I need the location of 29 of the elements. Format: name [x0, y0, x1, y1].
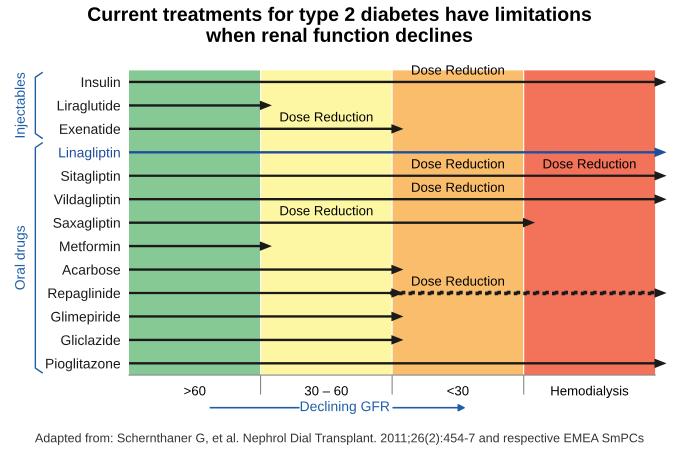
band-label: >60	[184, 386, 206, 396]
band-label: <30	[447, 386, 469, 396]
y-tick-label: Saxagliptin	[53, 218, 120, 231]
annotation: Dose Reduction	[280, 206, 372, 216]
annotation: Dose Reduction	[412, 64, 504, 75]
band-label: 30 – 60	[304, 386, 348, 396]
band-label: Hemodialysis	[551, 386, 628, 398]
y-tick-label: Exenatide	[60, 124, 120, 134]
y-tick-label: Liraglutide	[58, 100, 120, 114]
text: Injectables	[14, 72, 28, 138]
y-tick-label: Acarbose	[62, 264, 120, 275]
chart-title: Current treatments for type 2 diabetes have limitations when renal function declines	[88, 6, 592, 42]
annotation: Dose Reduction	[280, 112, 372, 122]
text: Oral drugs	[14, 226, 28, 290]
annotation: Dose Reduction	[412, 182, 504, 192]
y-tick-label: Insulin	[82, 76, 120, 88]
annotation: Dose Reduction	[412, 276, 504, 286]
y-tick-label: Repaglinide	[48, 288, 120, 301]
y-tick-label: Sitagliptin	[61, 170, 120, 184]
y-tick-label: Glimepiride	[51, 311, 120, 324]
x-axis-title: Declining GFR	[300, 401, 390, 414]
y-tick-label: Vildagliptin	[54, 194, 120, 208]
annotation: Dose Reduction	[544, 158, 636, 168]
y-tick-label: Gliclazide	[61, 334, 120, 346]
annotation: Dose Reduction	[412, 158, 504, 168]
y-tick-label: Metformin	[60, 241, 120, 252]
text: Adapted from: Schernthaner G, et al. Nephrol Dial Transplant. 2011;26(2):454-7 and respective EMEA SmPCs	[34, 433, 644, 445]
y-tick-label: Pioglitazone	[46, 358, 120, 372]
y-tick-label: Linagliptin	[59, 147, 120, 160]
